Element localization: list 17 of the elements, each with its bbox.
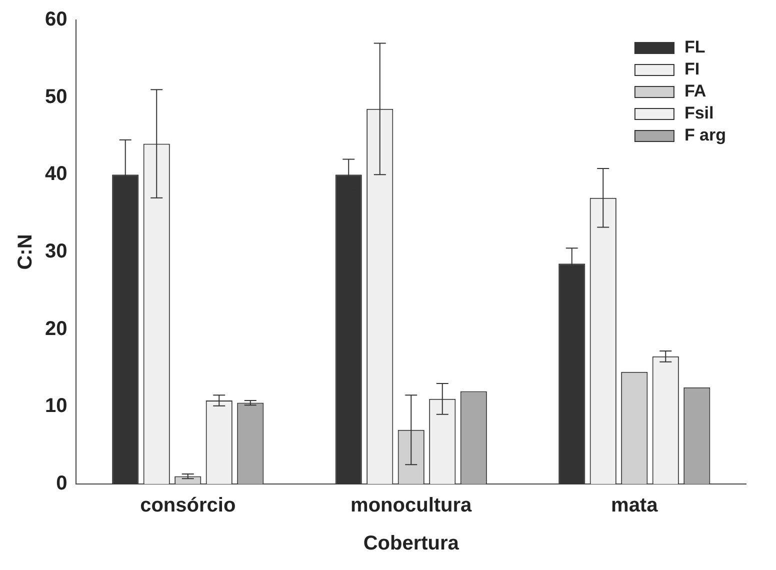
legend-label: FL — [684, 38, 706, 57]
y-tick-label: 30 — [44, 240, 68, 263]
y-tick-label: 20 — [44, 318, 68, 340]
legend-label: Fsil — [684, 104, 714, 123]
legend-label: FA — [684, 82, 706, 101]
x-tick-label: mata — [611, 494, 659, 517]
y-tick-label: 60 — [44, 8, 68, 31]
y-axis-title: C:N — [14, 234, 37, 270]
x-tick-label: monocultura — [350, 494, 473, 517]
y-tick-label: 0 — [56, 472, 68, 495]
y-tick-label: 50 — [44, 86, 68, 108]
legend-label: FI — [684, 60, 700, 79]
y-tick-label: 40 — [44, 163, 68, 186]
y-tick-label: 10 — [44, 395, 68, 418]
x-axis-title: Cobertura — [363, 532, 460, 555]
x-tick-label: consórcio — [140, 494, 236, 517]
legend-label: F arg — [684, 126, 726, 145]
